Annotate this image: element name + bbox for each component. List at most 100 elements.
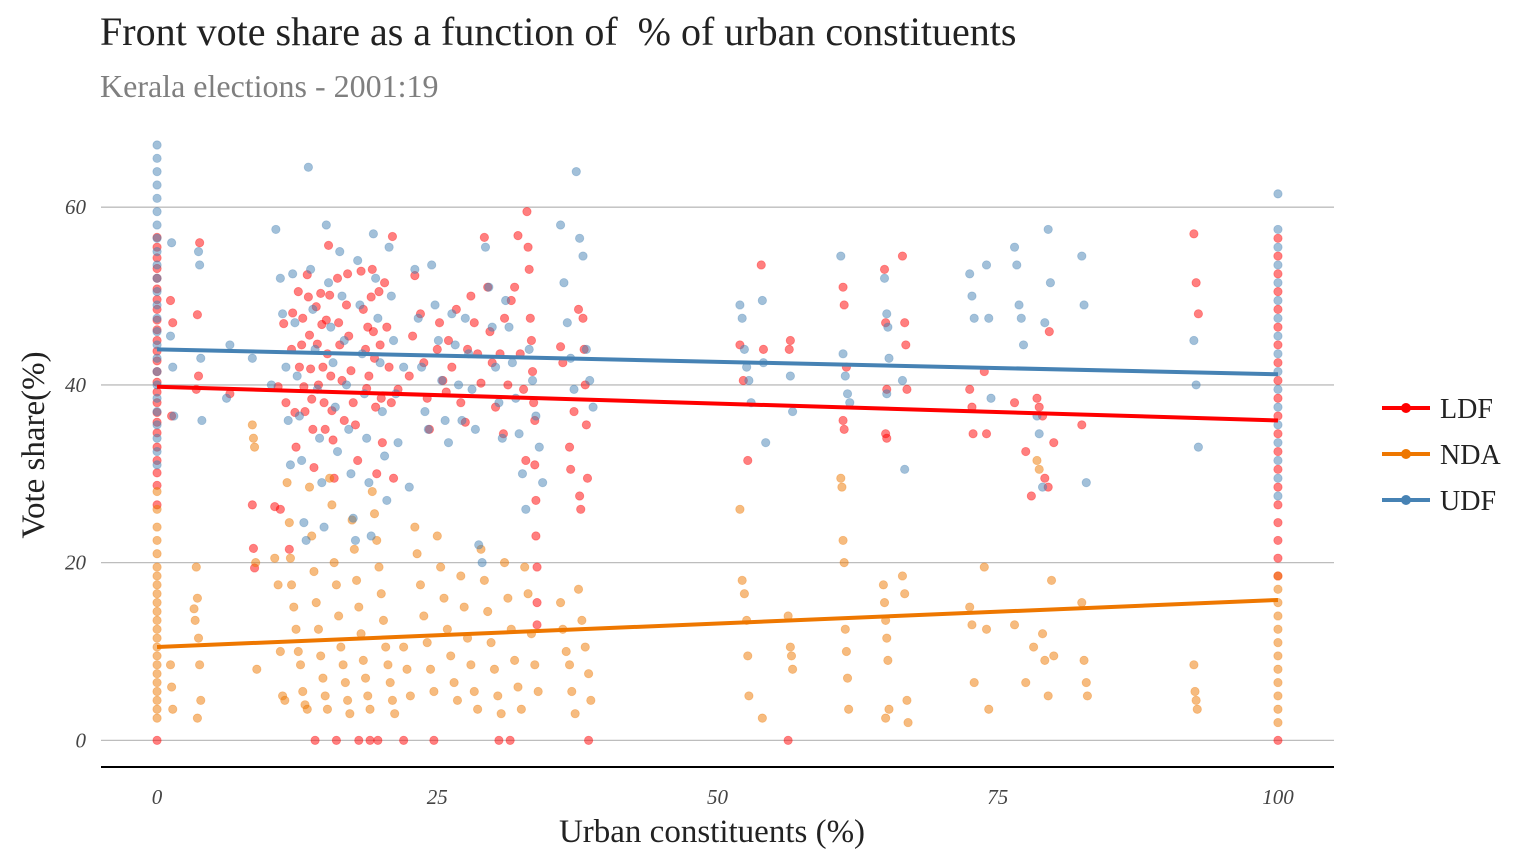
- data-point: [523, 242, 533, 252]
- data-point: [450, 340, 460, 350]
- data-point: [356, 266, 366, 276]
- data-point: [358, 655, 368, 665]
- data-point: [761, 438, 771, 448]
- data-point: [365, 735, 375, 745]
- data-point: [516, 704, 526, 714]
- data-point: [984, 313, 994, 323]
- data-point: [1273, 491, 1283, 501]
- data-point: [304, 482, 315, 492]
- data-point: [785, 371, 795, 381]
- series-nda-points: [152, 420, 1283, 728]
- data-point: [1081, 478, 1091, 488]
- data-point: [152, 340, 162, 350]
- data-point: [327, 500, 337, 510]
- data-point: [522, 207, 532, 217]
- data-point: [382, 495, 392, 506]
- data-point: [562, 318, 572, 328]
- data-point: [1043, 691, 1053, 701]
- data-point: [152, 446, 162, 457]
- data-point: [321, 315, 331, 325]
- data-point: [307, 394, 317, 404]
- data-point: [402, 664, 412, 674]
- data-point: [1040, 655, 1050, 665]
- data-point: [788, 664, 798, 674]
- points-layer: [152, 140, 1283, 745]
- data-point: [169, 411, 179, 421]
- data-point: [271, 224, 281, 235]
- data-point: [341, 300, 352, 310]
- data-point: [503, 593, 513, 603]
- data-point: [277, 309, 288, 319]
- y-tick-label: 20: [65, 551, 87, 575]
- data-point: [525, 313, 535, 323]
- data-point: [293, 287, 303, 297]
- data-point: [152, 260, 162, 270]
- data-point: [351, 575, 362, 586]
- data-point: [192, 713, 202, 723]
- data-point: [423, 424, 433, 434]
- data-point: [375, 358, 385, 368]
- data-point: [362, 433, 372, 443]
- data-point: [1273, 233, 1283, 243]
- data-point: [195, 238, 205, 248]
- data-point: [1273, 340, 1283, 350]
- data-point: [309, 566, 319, 577]
- x-tick-labels: 0 25 50 75 100: [152, 785, 1294, 809]
- data-point: [429, 686, 439, 697]
- data-point: [466, 291, 476, 301]
- data-point: [836, 251, 846, 261]
- data-point: [387, 231, 398, 242]
- data-point: [840, 371, 850, 381]
- data-point: [470, 424, 480, 434]
- data-point: [489, 664, 500, 674]
- data-point: [195, 260, 205, 270]
- data-point: [306, 364, 316, 374]
- data-point: [494, 398, 504, 408]
- data-point: [838, 535, 848, 546]
- data-point: [387, 695, 398, 705]
- data-point: [1273, 500, 1283, 510]
- data-point: [443, 335, 454, 346]
- data-point: [353, 255, 363, 266]
- data-point: [275, 646, 285, 657]
- data-point: [581, 420, 591, 430]
- data-point: [152, 167, 162, 177]
- data-point: [1037, 482, 1048, 492]
- legend-item-nda: NDA: [1382, 440, 1501, 471]
- data-point: [437, 375, 447, 386]
- data-point: [404, 482, 414, 492]
- data-point: [743, 651, 753, 661]
- data-point: [1189, 660, 1199, 670]
- x-tick-label: 100: [1262, 785, 1294, 809]
- data-point: [1045, 278, 1056, 288]
- data-point: [882, 309, 892, 319]
- data-point: [882, 389, 892, 399]
- data-point: [499, 313, 510, 323]
- data-point: [586, 695, 596, 705]
- data-point: [363, 691, 373, 701]
- data-point: [573, 584, 584, 594]
- data-point: [374, 287, 384, 297]
- data-point: [969, 313, 979, 323]
- data-point: [841, 646, 852, 657]
- data-point: [373, 313, 383, 323]
- data-point: [532, 562, 542, 572]
- data-point: [284, 544, 294, 554]
- data-point: [416, 362, 427, 372]
- data-point: [320, 424, 330, 434]
- data-point: [1273, 473, 1283, 483]
- x-axis-title: Urban constituents (%): [559, 814, 865, 850]
- data-point: [290, 318, 300, 328]
- data-point: [429, 735, 439, 745]
- data-point: [346, 469, 356, 479]
- data-point: [1032, 455, 1042, 466]
- data-point: [152, 180, 162, 190]
- data-point: [739, 344, 750, 354]
- data-point: [881, 713, 891, 723]
- data-point: [968, 429, 978, 439]
- data-point: [152, 549, 162, 559]
- data-point: [152, 633, 162, 643]
- data-point: [477, 558, 487, 568]
- data-point: [1077, 598, 1087, 608]
- data-point: [355, 300, 365, 310]
